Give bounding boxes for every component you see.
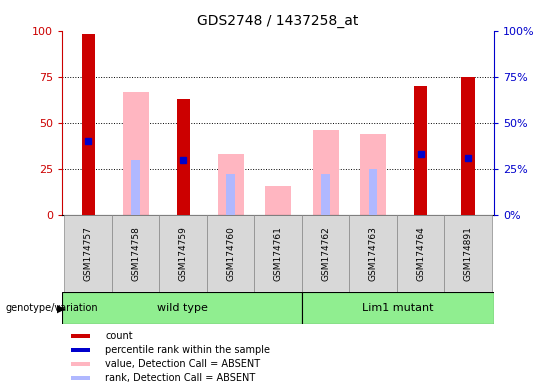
Text: GSM174757: GSM174757 [84, 227, 93, 281]
Bar [313, 130, 339, 215]
Bar [82, 35, 95, 215]
Bar [369, 169, 377, 215]
Bar [177, 99, 190, 215]
Text: GSM174763: GSM174763 [368, 227, 377, 281]
Bar [349, 215, 397, 292]
Bar [265, 185, 291, 215]
Bar [131, 160, 140, 215]
Bar [461, 77, 475, 215]
Text: GSM174762: GSM174762 [321, 227, 330, 281]
Bar [71, 334, 90, 338]
Text: rank, Detection Call = ABSENT: rank, Detection Call = ABSENT [105, 373, 255, 383]
Bar [123, 91, 148, 215]
Bar [226, 174, 235, 215]
Text: GSM174760: GSM174760 [226, 227, 235, 281]
Text: count: count [105, 331, 133, 341]
Bar [218, 154, 244, 215]
Bar [207, 215, 254, 292]
Text: GSM174891: GSM174891 [463, 227, 472, 281]
Bar [397, 215, 444, 292]
Bar [302, 215, 349, 292]
Bar [71, 348, 90, 352]
Bar [302, 292, 494, 324]
Text: GSM174764: GSM174764 [416, 227, 425, 281]
Bar [64, 215, 112, 292]
Text: GSM174758: GSM174758 [131, 227, 140, 281]
Text: value, Detection Call = ABSENT: value, Detection Call = ABSENT [105, 359, 260, 369]
Bar [444, 215, 492, 292]
Bar [159, 215, 207, 292]
Bar [254, 215, 302, 292]
Bar [71, 376, 90, 380]
Text: GSM174759: GSM174759 [179, 227, 188, 281]
Bar [62, 292, 302, 324]
Text: percentile rank within the sample: percentile rank within the sample [105, 345, 271, 355]
Bar [71, 362, 90, 366]
Bar [360, 134, 386, 215]
Text: ▶: ▶ [57, 303, 65, 313]
Bar [112, 215, 159, 292]
Text: GSM174761: GSM174761 [274, 227, 282, 281]
Text: genotype/variation: genotype/variation [5, 303, 98, 313]
Bar [414, 86, 427, 215]
Text: wild type: wild type [157, 303, 207, 313]
Bar [321, 174, 330, 215]
Title: GDS2748 / 1437258_at: GDS2748 / 1437258_at [198, 14, 359, 28]
Text: Lim1 mutant: Lim1 mutant [362, 303, 434, 313]
